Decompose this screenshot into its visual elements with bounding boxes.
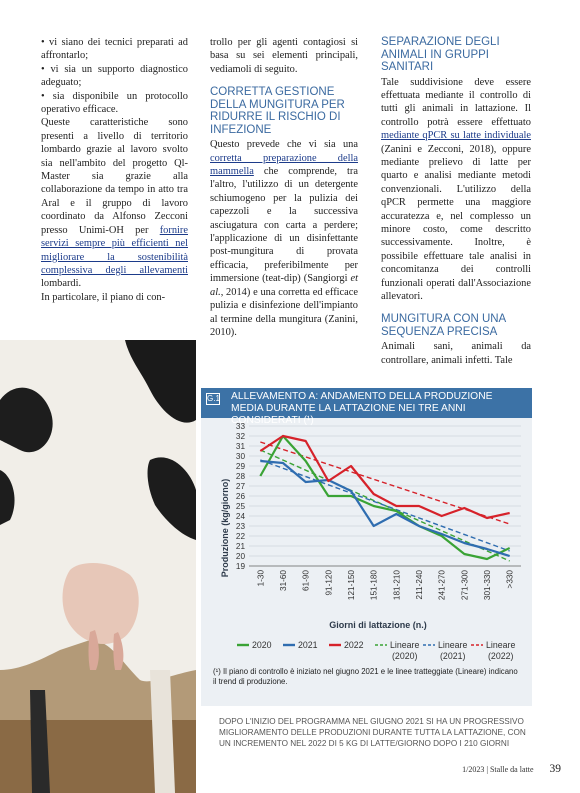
x-tick-label: 151-180	[370, 570, 379, 600]
paragraph: Questo prevede che vi sia una corretta p…	[210, 138, 358, 339]
x-tick-label: 241-270	[438, 570, 447, 600]
x-tick-label: 301-330	[483, 570, 492, 600]
legend-label: Lineare	[486, 640, 515, 650]
y-tick-label: 20	[236, 552, 246, 561]
y-tick-label: 32	[236, 432, 246, 441]
y-tick-label: 29	[236, 462, 246, 471]
bullet-item: vi sia un supporto diagnostico adeguato;	[41, 63, 188, 90]
x-tick-label: 61-90	[302, 570, 311, 591]
trend-line	[260, 459, 510, 552]
x-axis-label: Giorni di lattazione (n.)	[329, 620, 427, 630]
paragraph: Animali sani, animali da controllare, an…	[381, 341, 531, 366]
page-footer: 1/2023 | Stalle da latte 39	[462, 763, 561, 775]
legend-label: 2021	[298, 640, 318, 650]
x-tick-label: 181-210	[392, 570, 401, 600]
section-heading: Corretta gestione della mungitura per ri…	[210, 86, 345, 136]
legend-label: (2020)	[392, 651, 417, 661]
y-tick-label: 27	[236, 482, 246, 491]
y-tick-label: 19	[236, 562, 246, 571]
text-column-2: trollo per gli agenti contagiosi si basa…	[210, 36, 358, 339]
paragraph-text: , 2014) e una corretta ed efficace puliz…	[210, 286, 358, 338]
y-tick-label: 24	[236, 512, 246, 521]
chart-figure: G.1 Allevamento A: andamento della produ…	[201, 388, 532, 706]
series-line	[259, 434, 510, 520]
issue-label: 1/2023 | Stalle da latte	[462, 765, 534, 774]
legend-label: (2022)	[488, 651, 513, 661]
highlighted-text: mediante qPCR su latte individuale	[381, 130, 531, 142]
paragraph-text: lombardi.	[41, 278, 82, 290]
paragraph: Queste caratteristiche sono presenti a l…	[41, 116, 188, 290]
y-axis-label: Produzione (kg/giorno)	[220, 479, 230, 578]
highlighted-text: fornire servizi sempre più efficienti ne…	[41, 224, 188, 276]
paragraph: trollo per gli agenti contagiosi si basa…	[210, 37, 358, 75]
y-tick-label: 31	[236, 442, 246, 451]
legend-label: 2020	[252, 640, 272, 650]
x-tick-label: >330	[506, 570, 515, 589]
series-line	[259, 434, 511, 561]
y-tick-label: 30	[236, 452, 246, 461]
paragraph-text: Tale suddivisione deve essere effettuata…	[381, 76, 531, 128]
x-tick-label: 271-300	[460, 570, 469, 600]
x-tick-label: 31-60	[279, 570, 288, 591]
series-line	[260, 459, 510, 558]
y-tick-label: 23	[236, 522, 246, 531]
section-heading: Separazione degli animali in gruppi sani…	[381, 36, 500, 73]
figure-tag: G.1	[206, 393, 220, 405]
highlighted-text: corretta preparazione della mammella	[210, 152, 358, 178]
y-tick-label: 22	[236, 532, 246, 541]
x-tick-label: 91-120	[324, 570, 333, 596]
chart-header: G.1 Allevamento A: andamento della produ…	[201, 388, 532, 426]
chart-title: Allevamento A: andamento della produzion…	[231, 391, 493, 427]
italic-text: et al.	[210, 273, 358, 298]
bullet-item: vi siano dei tecnici preparati ad affron…	[41, 36, 188, 63]
y-tick-label: 21	[236, 542, 246, 551]
y-tick-label: 28	[236, 472, 246, 481]
cow-photo	[0, 340, 196, 793]
y-tick-label: 25	[236, 502, 246, 511]
paragraph: Tale suddivisione deve essere effettuata…	[381, 76, 531, 304]
page-number: 39	[549, 763, 562, 775]
legend-label: (2021)	[440, 651, 465, 661]
paragraph-text: Queste caratteristiche sono presenti a l…	[41, 117, 188, 236]
figure-caption: Dopo l'inizio del programma nel giugno 2…	[219, 717, 526, 748]
x-tick-label: 1-30	[256, 570, 265, 587]
legend-label: Lineare	[390, 640, 419, 650]
paragraph-text: Questo prevede che vi sia una	[210, 139, 358, 151]
x-tick-label: 211-240	[415, 570, 424, 600]
text-column-3: Separazione degli animali in gruppi sani…	[381, 36, 531, 367]
paragraph-text: che comprende, tra l'altro, l'utilizzo d…	[210, 166, 358, 285]
section-heading: Mungitura con una sequenza precisa	[381, 313, 506, 338]
legend-label: Lineare	[438, 640, 467, 650]
y-tick-label: 26	[236, 492, 246, 501]
paragraph-text: (Zanini e Zecconi, 2018), oppure mediant…	[381, 143, 531, 302]
bullet-item: sia disponibile un protocollo operativo …	[41, 90, 188, 117]
chart-footnote: (¹) Il piano di controllo è iniziato nel…	[213, 667, 518, 687]
y-tick-label: 33	[236, 422, 246, 431]
text-column-1: vi siano dei tecnici preparati ad affron…	[41, 36, 188, 304]
x-tick-label: 121-150	[347, 570, 356, 600]
paragraph: In particolare, il piano di con-	[41, 291, 166, 303]
legend-label: 2022	[344, 640, 364, 650]
